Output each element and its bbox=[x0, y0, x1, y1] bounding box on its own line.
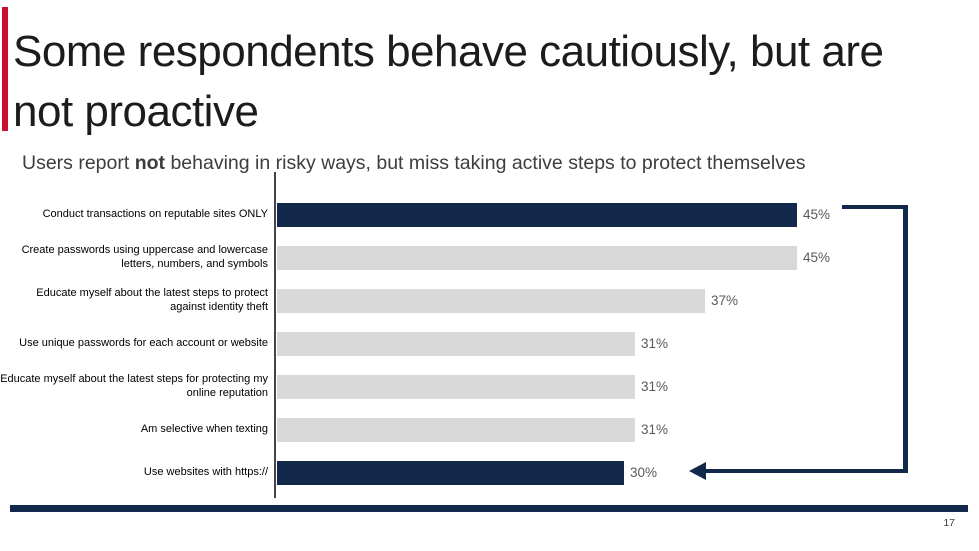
subtitle-text-bold: not bbox=[134, 152, 166, 174]
category-label: Am selective when texting bbox=[140, 422, 268, 435]
value-label: 45% bbox=[803, 207, 831, 222]
slide-title: Some respondents behave cautiously, but … bbox=[13, 27, 884, 136]
value-label: 31% bbox=[641, 422, 669, 437]
slide-subtitle: Users report not behaving in risky ways,… bbox=[22, 150, 952, 176]
category-label: Educate myself about the latest steps fo… bbox=[0, 373, 268, 399]
chart-row: Conduct transactions on reputable sites … bbox=[0, 193, 979, 236]
chart-row: Educate myself about the latest steps to… bbox=[0, 279, 979, 322]
bracket-top-segment bbox=[842, 205, 908, 209]
category-label: Use websites with https:// bbox=[143, 465, 268, 478]
chart-category-axis bbox=[274, 172, 276, 498]
category-label: Create passwords using uppercase and low… bbox=[21, 244, 268, 270]
bracket-vertical-segment bbox=[903, 205, 908, 472]
bracket-bottom-segment bbox=[705, 469, 908, 473]
category-label: Conduct transactions on reputable sites … bbox=[42, 207, 268, 220]
value-label: 30% bbox=[630, 465, 658, 480]
chart-row: Create passwords using uppercase and low… bbox=[0, 236, 979, 279]
bottom-divider-rule bbox=[10, 505, 968, 512]
page-number: 17 bbox=[943, 517, 955, 529]
chart-row: Use websites with https:// 30% bbox=[0, 451, 979, 494]
bar-highlighted bbox=[277, 460, 624, 485]
bar-highlighted bbox=[277, 202, 797, 227]
bar bbox=[277, 288, 705, 313]
bar bbox=[277, 374, 635, 399]
bracket-arrowhead-icon bbox=[689, 462, 706, 480]
title-accent-bar bbox=[2, 7, 8, 131]
chart-row: Use unique passwords for each account or… bbox=[0, 322, 979, 365]
chart-row: Educate myself about the latest steps fo… bbox=[0, 365, 979, 408]
bar bbox=[277, 417, 635, 442]
chart-row: Am selective when texting 31% bbox=[0, 408, 979, 451]
value-label: 31% bbox=[641, 336, 669, 351]
bar bbox=[277, 331, 635, 356]
bar-chart: Conduct transactions on reputable sites … bbox=[0, 193, 979, 494]
value-label: 45% bbox=[803, 250, 831, 265]
category-label: Use unique passwords for each account or… bbox=[19, 336, 268, 349]
value-label: 37% bbox=[711, 293, 739, 308]
value-label: 31% bbox=[641, 379, 669, 394]
subtitle-text-post: behaving in risky ways, but miss taking … bbox=[165, 152, 806, 174]
category-label: Educate myself about the latest steps to… bbox=[36, 287, 268, 313]
bar bbox=[277, 245, 797, 270]
subtitle-text-pre: Users report bbox=[22, 152, 135, 174]
